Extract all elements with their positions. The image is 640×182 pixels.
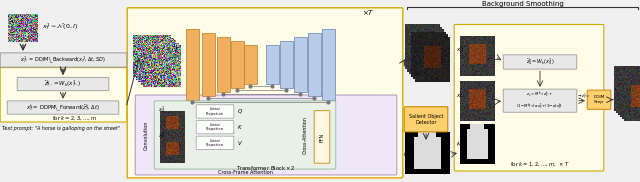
- FancyBboxPatch shape: [7, 101, 119, 114]
- FancyBboxPatch shape: [17, 77, 109, 91]
- Text: $x^k_T=\,$DDPM\_Forward$(\hat{z}^k_T,\Delta t)$: $x^k_T=\,$DDPM\_Forward$(\hat{z}^k_T,\De…: [26, 102, 100, 113]
- Bar: [280, 41, 293, 88]
- FancyBboxPatch shape: [503, 55, 577, 69]
- Text: Convolution: Convolution: [143, 120, 148, 150]
- Text: $x^k_0$: $x^k_0$: [158, 130, 165, 141]
- Text: Linear
Projection: Linear Projection: [206, 123, 224, 131]
- FancyBboxPatch shape: [135, 95, 397, 175]
- Bar: [244, 45, 257, 84]
- FancyBboxPatch shape: [127, 8, 403, 178]
- Text: Text prompt: "A horse is galloping on the street": Text prompt: "A horse is galloping on th…: [2, 126, 120, 131]
- Text: $x^1_0$: $x^1_0$: [158, 104, 165, 115]
- Text: $x^1_{T\cdot}=\,$DDIM\_Backward$(x^1_T,\Delta t,SD)$: $x^1_{T\cdot}=\,$DDIM\_Backward$(x^1_T,\…: [20, 55, 106, 65]
- FancyBboxPatch shape: [196, 136, 234, 149]
- Text: FFN: FFN: [319, 132, 324, 142]
- Text: Transformer Block $\times 2$: Transformer Block $\times 2$: [236, 164, 296, 172]
- FancyBboxPatch shape: [196, 120, 234, 134]
- Text: $\hat{z}^k_0=W_k(x^1_0)$: $\hat{z}^k_0=W_k(x^1_0)$: [525, 57, 554, 67]
- Bar: [202, 33, 215, 96]
- Text: Linear
Projection: Linear Projection: [206, 107, 224, 116]
- Text: for $k=1,2,\ldots,m,\;\times T$: for $k=1,2,\ldots,m,\;\times T$: [510, 161, 570, 168]
- FancyBboxPatch shape: [454, 24, 604, 171]
- Text: $\to\!\tilde{z}^1_c\!=\!$: $\to\!\tilde{z}^1_c\!=\!$: [577, 92, 591, 102]
- Text: Salient Object
Detector: Salient Object Detector: [409, 114, 443, 125]
- Bar: [231, 41, 244, 88]
- Text: DDIM
Step: DDIM Step: [593, 95, 605, 104]
- Text: $M^k$: $M^k$: [403, 150, 413, 159]
- Bar: [294, 37, 307, 92]
- FancyBboxPatch shape: [0, 53, 127, 67]
- Text: $x^1_t$: $x^1_t$: [456, 44, 464, 55]
- Text: $\times T$: $\times T$: [362, 8, 374, 17]
- Text: $\hat{z}^k_{T\cdot}=W_k(x^1_{T\cdot})$: $\hat{z}^k_{T\cdot}=W_k(x^1_{T\cdot})$: [45, 79, 81, 89]
- Text: $z_c=M^k\circ z^k_c+$
$(1\!-\!M^k)\!\circ\!(\alpha z^1_c\!+\!(1\!-\!\alpha)z^k_c: $z_c=M^k\circ z^k_c+$ $(1\!-\!M^k)\!\cir…: [516, 90, 564, 112]
- Text: $x^k_t$: $x^k_t$: [456, 90, 464, 101]
- Text: $V$: $V$: [237, 139, 243, 147]
- Text: Cross-Attention: Cross-Attention: [303, 116, 307, 154]
- Text: $K$: $K$: [237, 123, 243, 131]
- Text: Cross-Frame Attention: Cross-Frame Attention: [218, 170, 273, 175]
- Bar: [186, 29, 199, 100]
- Text: Background Smoothing: Background Smoothing: [482, 1, 563, 7]
- Bar: [322, 29, 335, 100]
- FancyBboxPatch shape: [404, 107, 448, 132]
- FancyBboxPatch shape: [314, 111, 330, 163]
- Text: Linear
Projection: Linear Projection: [206, 139, 224, 147]
- Bar: [266, 45, 279, 84]
- FancyBboxPatch shape: [196, 105, 234, 118]
- Text: $Q$: $Q$: [237, 107, 243, 115]
- Text: $x^1_T \sim \mathcal{N}(0,I)$: $x^1_T \sim \mathcal{N}(0,I)$: [42, 21, 78, 31]
- FancyBboxPatch shape: [588, 90, 611, 109]
- FancyBboxPatch shape: [154, 101, 336, 169]
- Bar: [217, 37, 230, 92]
- Text: for $k=2,3,\ldots,m$: for $k=2,3,\ldots,m$: [52, 115, 97, 122]
- Text: $M^k$: $M^k$: [456, 140, 465, 149]
- Bar: [308, 33, 321, 96]
- FancyBboxPatch shape: [503, 89, 577, 112]
- FancyBboxPatch shape: [0, 68, 127, 122]
